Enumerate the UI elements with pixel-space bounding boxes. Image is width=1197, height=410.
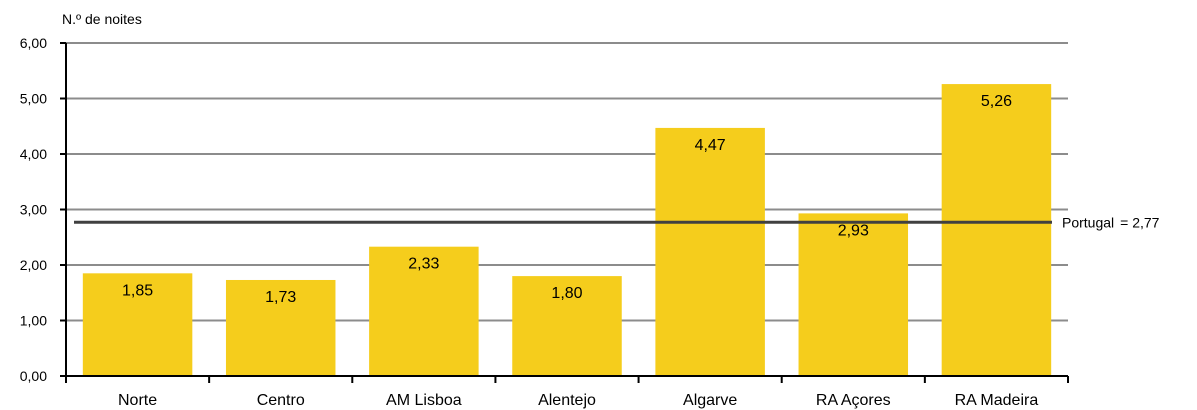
y-tick-labels: 0,00 1,00 2,00 3,00 4,00 5,00 6,00 — [20, 35, 47, 384]
bar — [369, 246, 479, 376]
y-tick-label: 4,00 — [20, 146, 47, 162]
x-tick-label: RA Madeira — [955, 392, 1039, 409]
y-tick-label: 6,00 — [20, 35, 47, 51]
data-label: 1,85 — [122, 282, 153, 299]
reference-line-value: = 2,77 — [1120, 214, 1160, 230]
x-tick-label: Alentejo — [538, 392, 596, 409]
x-tick-label: Algarve — [683, 392, 737, 409]
x-tick-label: Norte — [118, 392, 157, 409]
bar — [655, 127, 765, 376]
reference-line-label: Portugal = 2,77 — [1062, 214, 1160, 230]
y-tick-label: 1,00 — [20, 313, 47, 329]
bar — [941, 84, 1052, 376]
data-label: 1,80 — [551, 285, 582, 302]
y-axis-label: N.º de noites — [62, 11, 142, 27]
x-tick-label: AM Lisboa — [386, 392, 462, 409]
data-label: 1,73 — [265, 289, 296, 306]
axes — [60, 42, 1069, 383]
bar — [798, 213, 909, 376]
bar — [82, 273, 193, 376]
reference-line-name: Portugal — [1062, 214, 1114, 230]
data-label: 2,93 — [838, 222, 869, 239]
x-tick-label: RA Açores — [816, 392, 891, 409]
data-label: 4,47 — [695, 137, 726, 154]
data-label: 2,33 — [408, 256, 439, 273]
reference-line-group: Portugal = 2,77 — [74, 214, 1160, 230]
data-label: 5,26 — [981, 93, 1012, 110]
x-tick-label: Centro — [257, 392, 305, 409]
y-tick-label: 0,00 — [20, 368, 47, 384]
y-tick-label: 5,00 — [20, 91, 47, 107]
bar — [225, 279, 336, 376]
y-tick-label: 2,00 — [20, 257, 47, 273]
y-tick-label: 3,00 — [20, 202, 47, 218]
bars: 1,85 1,73 2,33 1,80 4,47 2,93 5,26 — [82, 84, 1052, 376]
category-labels: Norte Centro AM Lisboa Alentejo Algarve RA Aç… — [118, 392, 1038, 409]
bar — [512, 276, 622, 376]
